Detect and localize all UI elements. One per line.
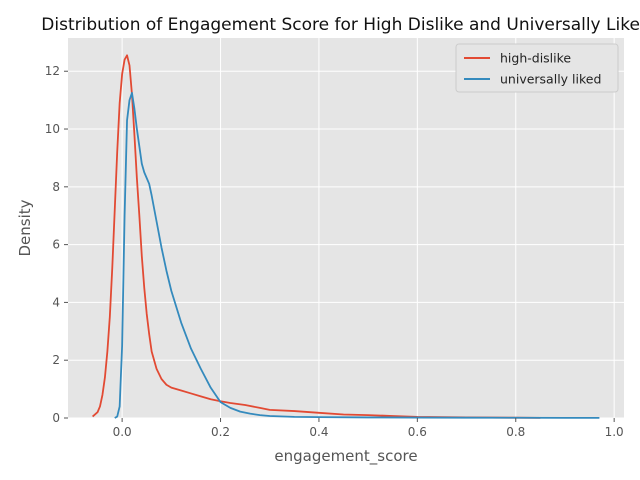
y-tick-label: 6 bbox=[52, 238, 60, 252]
legend-label: universally liked bbox=[500, 72, 601, 87]
legend-box bbox=[455, 43, 619, 93]
x-tick-label: 0.2 bbox=[211, 425, 230, 439]
x-tick-label: 1.0 bbox=[605, 425, 624, 439]
y-tick-label: 0 bbox=[52, 411, 60, 425]
legend: high-dislike universally liked bbox=[455, 43, 619, 93]
x-tick-label: 0.4 bbox=[309, 425, 328, 439]
x-axis-label: engagement_score bbox=[274, 447, 417, 466]
x-tick-label: 0.8 bbox=[506, 425, 525, 439]
y-axis-label: Density bbox=[16, 199, 34, 256]
series-line-high-dislike bbox=[92, 54, 541, 419]
y-tick-label: 8 bbox=[52, 180, 60, 194]
x-tick-label: 0.6 bbox=[408, 425, 427, 439]
x-axis-ticks: 0.0 0.2 0.4 0.6 0.8 1.0 bbox=[113, 418, 624, 439]
y-axis-ticks: 0 2 4 6 8 10 12 bbox=[45, 64, 68, 425]
legend-label: high-dislike bbox=[500, 51, 571, 66]
y-tick-label: 4 bbox=[52, 295, 60, 309]
grid bbox=[68, 38, 624, 419]
y-tick-label: 2 bbox=[52, 353, 60, 367]
series-line-universally-liked bbox=[114, 92, 600, 419]
x-tick-label: 0.0 bbox=[113, 425, 132, 439]
y-tick-label: 12 bbox=[45, 64, 60, 78]
y-tick-label: 10 bbox=[45, 122, 60, 136]
chart-title: Distribution of Engagement Score for Hig… bbox=[41, 15, 640, 35]
series-group bbox=[92, 54, 600, 419]
plot-area bbox=[68, 38, 624, 418]
